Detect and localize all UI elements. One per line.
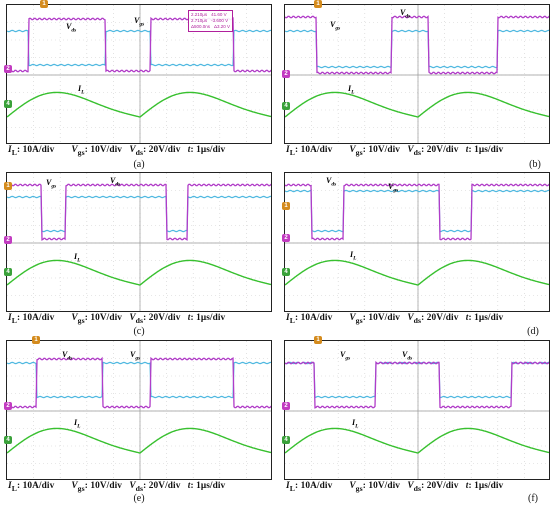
il-trace xyxy=(7,427,271,454)
marker-il-icon: 4 xyxy=(282,268,290,276)
vds-trace-label: Vds xyxy=(66,22,77,34)
il-trace-label: IL xyxy=(352,418,359,430)
waveform-plot xyxy=(285,341,549,479)
waveform-plot xyxy=(285,5,549,143)
il-trace xyxy=(285,259,549,286)
vgs-trace xyxy=(7,361,271,399)
marker-vds-icon: 2 xyxy=(282,402,290,410)
marker-vgs-icon: 1 xyxy=(314,0,322,8)
vds-trace xyxy=(285,15,549,75)
panel-b: 2 1 4 Vgs Vds IL IL: 10A/div Vgs: 10V/di… xyxy=(282,0,550,170)
vgs-trace-label: Vgs xyxy=(130,350,141,362)
il-trace xyxy=(285,427,549,454)
marker-vgs-icon: 1 xyxy=(4,182,12,190)
vds-trace xyxy=(285,360,549,409)
vgs-trace xyxy=(285,361,549,399)
scope-screen xyxy=(284,340,550,480)
waveform-plot xyxy=(285,173,549,311)
marker-vgs-icon: 1 xyxy=(40,0,48,8)
scale-caption: IL: 10A/div Vgs: 10V/div Vds: 20V/div t:… xyxy=(286,481,504,493)
panel-label: (e) xyxy=(133,493,145,504)
vgs-trace-label: Vgs xyxy=(134,16,145,28)
panel-label: (a) xyxy=(133,159,145,170)
marker-il-icon: 4 xyxy=(4,268,12,276)
vds-trace-label: Vds xyxy=(400,8,411,20)
panel-label: (b) xyxy=(529,159,541,170)
vds-trace xyxy=(285,183,549,241)
cursor-readout: 2.210μs 41.60 V 2.710μs -3.600 V Δ500.0ns Δ… xyxy=(188,10,234,32)
waveform-plot xyxy=(7,173,271,311)
marker-il-icon: 4 xyxy=(4,100,12,108)
panel-a: 2 1 4 Vds Vgs IL 2.210μs 41.60 V 2.710μs -… xyxy=(4,0,272,170)
il-trace xyxy=(7,259,271,286)
marker-vds-icon: 2 xyxy=(4,65,12,73)
marker-vds-icon: 2 xyxy=(4,236,12,244)
panel-label: (c) xyxy=(133,326,145,337)
scope-screen xyxy=(284,172,550,312)
vgs-trace xyxy=(285,189,549,233)
vgs-trace-label: Vgs xyxy=(388,182,399,194)
scale-caption: IL: 10A/div Vgs: 10V/div Vds: 20V/div t:… xyxy=(8,481,226,493)
waveform-plot xyxy=(7,5,271,143)
il-trace-label: IL xyxy=(74,418,81,430)
il-trace xyxy=(7,91,271,118)
marker-vds-icon: 2 xyxy=(4,402,12,410)
vgs-trace xyxy=(285,29,549,69)
scope-screen xyxy=(6,340,272,480)
scope-screen xyxy=(6,172,272,312)
vds-trace-label: Vds xyxy=(402,350,413,362)
vgs-trace-label: Vgs xyxy=(46,178,57,190)
il-trace-label: IL xyxy=(350,250,357,262)
panel-f: 2 1 4 Vgs Vds IL IL: 10A/div Vgs: 10V/di… xyxy=(282,336,550,506)
marker-vgs-icon: 1 xyxy=(314,336,322,344)
panel-label: (d) xyxy=(527,326,539,337)
vgs-trace xyxy=(7,195,271,233)
scale-caption: IL: 10A/div Vgs: 10V/div Vds: 20V/div t:… xyxy=(286,145,504,157)
marker-vds-icon: 2 xyxy=(282,70,290,78)
marker-il-icon: 4 xyxy=(282,436,290,444)
vds-trace-label: Vds xyxy=(326,176,337,188)
marker-il-icon: 4 xyxy=(282,102,290,110)
panel-c: 2 1 4 Vgs Vds IL IL: 10A/div Vgs: 10V/di… xyxy=(4,172,272,338)
il-trace xyxy=(285,91,549,118)
il-trace-label: IL xyxy=(74,252,81,264)
il-trace-label: IL xyxy=(78,84,85,96)
panel-label: (f) xyxy=(528,493,538,504)
scale-caption: IL: 10A/div Vgs: 10V/div Vds: 20V/div t:… xyxy=(8,145,226,157)
scale-caption: IL: 10A/div Vgs: 10V/div Vds: 20V/div t:… xyxy=(8,313,226,325)
marker-il-icon: 4 xyxy=(4,436,12,444)
panel-e: 2 1 4 Vds Vgs IL IL: 10A/div Vgs: 10V/di… xyxy=(4,336,272,506)
marker-vds-icon: 2 xyxy=(282,234,290,242)
vgs-trace-label: Vgs xyxy=(330,20,341,32)
vgs-trace xyxy=(7,29,271,67)
scale-caption: IL: 10A/div Vgs: 10V/div Vds: 20V/div t:… xyxy=(286,313,504,325)
il-trace-label: IL xyxy=(348,84,355,96)
vds-trace-label: Vds xyxy=(62,350,73,362)
vds-trace xyxy=(7,356,271,409)
vds-trace xyxy=(7,183,271,241)
vds-trace-label: Vds xyxy=(110,176,121,188)
panel-d: 2 1 4 Vds Vgs IL IL: 10A/div Vgs: 10V/di… xyxy=(282,172,550,338)
waveform-plot xyxy=(7,341,271,479)
marker-vgs-icon: 1 xyxy=(282,202,290,210)
marker-vgs-icon: 1 xyxy=(32,336,40,344)
vgs-trace-label: Vgs xyxy=(340,350,351,362)
scope-screen xyxy=(284,4,550,144)
